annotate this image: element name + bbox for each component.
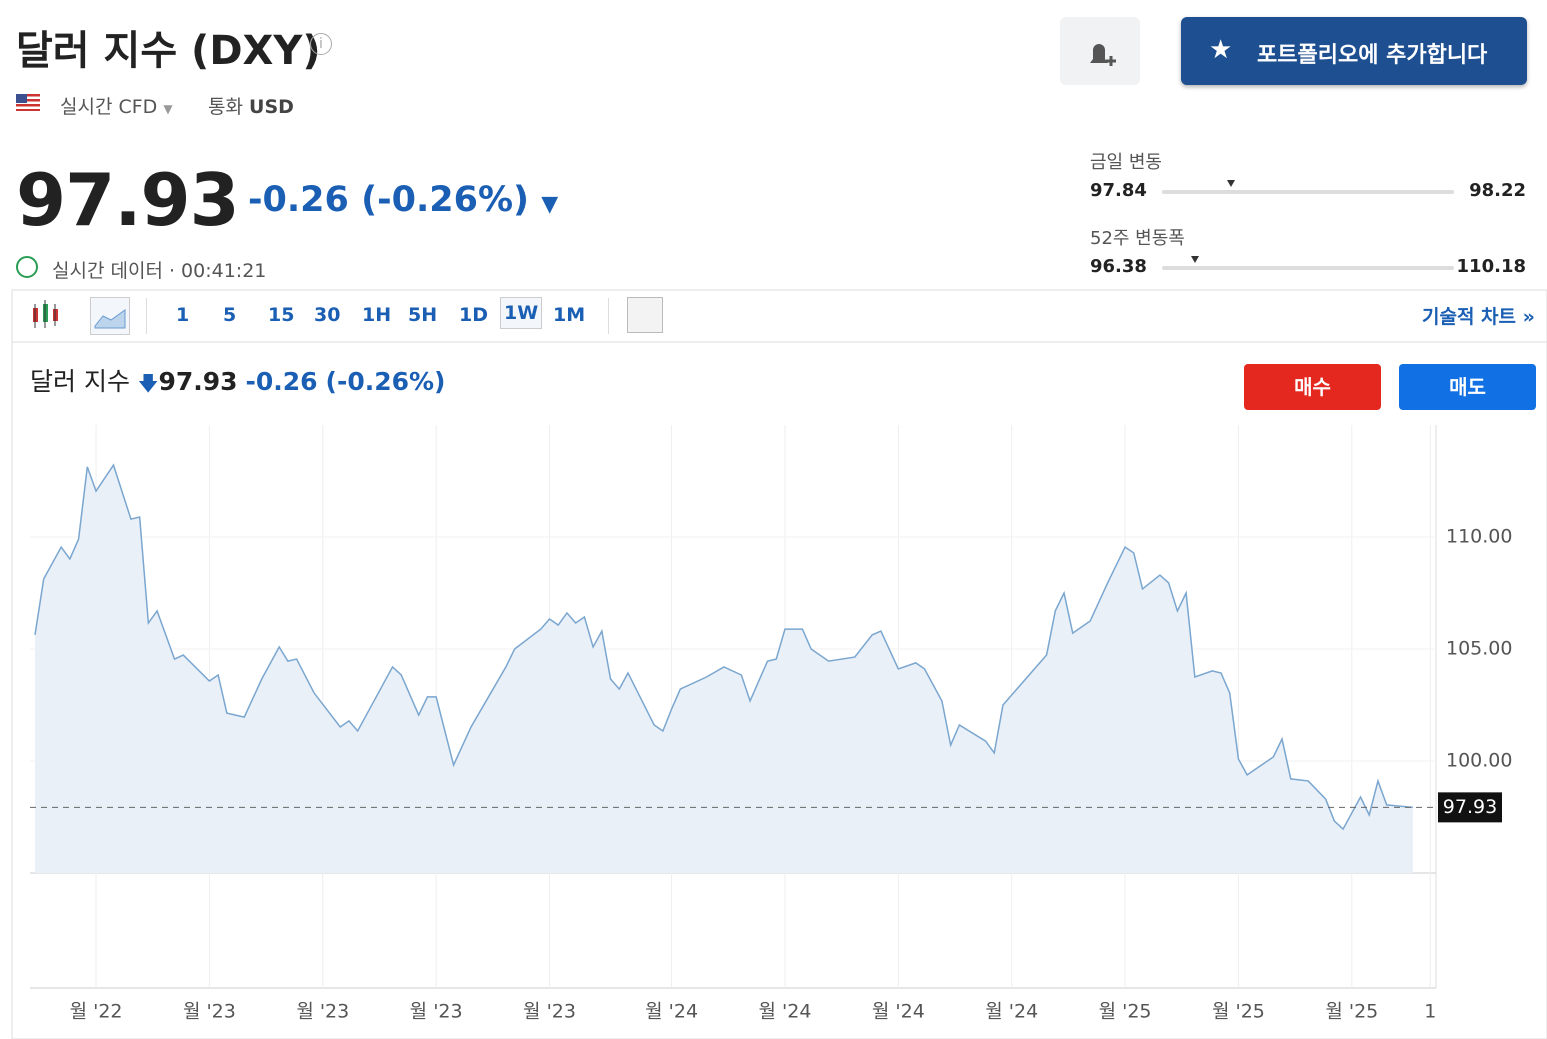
clock-icon [16, 256, 38, 278]
portfolio-label: 포트폴리오에 추가합니다 [1257, 43, 1488, 68]
range-label: 금일 변동 [1090, 152, 1162, 173]
currency-label: 통화 [208, 96, 243, 118]
x-tick-label: 월 '22 [70, 1001, 123, 1023]
interval[interactable]: 1M [553, 304, 586, 326]
bell-icon [1090, 44, 1116, 66]
candle-svg [33, 300, 58, 328]
x-tick-label: 월 '23 [183, 1001, 236, 1023]
chart-price: 97.93 [158, 367, 238, 396]
interval[interactable]: 30 [314, 304, 341, 326]
change-value: -0.26 (-0.26%) [248, 180, 530, 220]
last-price-box [1438, 792, 1502, 823]
time: 실시간 데이터 · 00:41:21 [52, 260, 267, 282]
range-low: 96.38 [1090, 256, 1147, 277]
x-tick-label: 월 '25 [1099, 1001, 1152, 1023]
y-tick-label: 105.00 [1446, 638, 1512, 660]
range-track [1162, 190, 1454, 194]
x-tick-label: 월 '24 [759, 1001, 812, 1023]
x-tick-label: 월 '23 [296, 1001, 349, 1023]
interval[interactable]: 15 [268, 304, 295, 326]
range-high: 110.18 [1456, 256, 1526, 277]
x-tick-label: 월 '23 [410, 1001, 463, 1023]
feed[interactable]: 실시간 CFD ▼ [60, 96, 173, 118]
area-svg [94, 309, 126, 329]
interval[interactable]: 1 [176, 304, 190, 326]
range-label: 52주 변동폭 [1090, 228, 1185, 249]
interval[interactable]: 5H [408, 304, 438, 326]
buy-button[interactable]: 매수 [1244, 364, 1381, 410]
candle-icon[interactable] [30, 300, 60, 334]
interval[interactable]: 1H [362, 304, 392, 326]
sep [146, 298, 147, 334]
layout-icon[interactable] [627, 297, 663, 333]
chart-header: 달러 지수 🡇97.93 -0.26 (-0.26%) [30, 367, 446, 396]
interval[interactable]: 5 [223, 304, 237, 326]
x-tick-label: 월 '25 [1325, 1001, 1378, 1023]
x-tick-label: 월 '25 [1212, 1001, 1265, 1023]
technical-link[interactable]: 기술적 차트 » [1422, 306, 1535, 328]
last-price-label: 97.93 [1443, 796, 1497, 818]
us-flag [16, 94, 40, 111]
x-tick-label: 월 '23 [523, 1001, 576, 1023]
range-track [1162, 266, 1454, 270]
y-tick-label: 100.00 [1446, 750, 1512, 772]
sep [608, 298, 609, 334]
x-tick-label: 1 [1424, 1001, 1436, 1023]
interval[interactable]: 1W [500, 297, 543, 329]
x-tick-label: 월 '24 [985, 1001, 1038, 1023]
range-high: 98.22 [1469, 180, 1526, 201]
range-marker [1190, 256, 1199, 263]
x-tick-label: 월 '24 [645, 1001, 698, 1023]
chart-change: -0.26 [245, 367, 318, 396]
chart-panel [11, 289, 1547, 1039]
title: 달러 지수 (DXY) [16, 28, 321, 74]
change: -0.26 (-0.26%) ▼ [248, 180, 559, 220]
feed-label: 실시간 CFD [60, 96, 158, 118]
interval[interactable]: 1D [459, 304, 488, 326]
area [35, 465, 1413, 873]
price: 97.93 [16, 158, 240, 242]
currency-value: USD [249, 96, 294, 118]
line [34, 463, 1413, 831]
y-tick-label: 110.00 [1446, 526, 1512, 548]
alert-button[interactable] [1060, 17, 1140, 85]
info-icon[interactable]: i [310, 33, 332, 55]
sell-button[interactable]: 매도 [1399, 364, 1536, 410]
currency: 통화 USD [208, 92, 294, 119]
area-icon[interactable] [90, 297, 130, 335]
portfolio-button[interactable]: ★ 포트폴리오에 추가합니다 [1181, 17, 1527, 85]
range-marker [1227, 180, 1236, 187]
x-tick-label: 월 '24 [872, 1001, 925, 1023]
chart-percent: (-0.26%) [325, 367, 446, 396]
range-low: 97.84 [1090, 180, 1147, 201]
chart-name: 달러 지수 [30, 367, 130, 396]
